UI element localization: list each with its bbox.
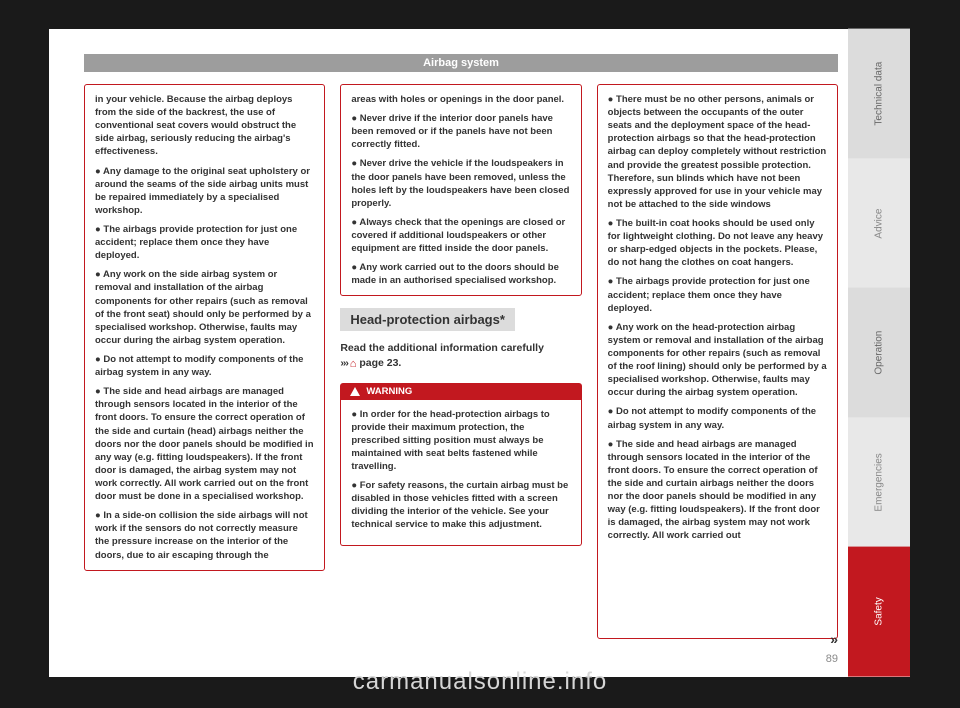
tab-advice[interactable]: Advice	[848, 159, 910, 289]
body-text: The side and head airbags are managed th…	[608, 438, 827, 543]
section-header-title: Airbag system	[423, 57, 499, 69]
column-1: in your vehicle. Because the airbag depl…	[84, 84, 325, 639]
body-text: Any work on the head-protection airbag s…	[608, 321, 827, 400]
body-text: Never drive the vehicle if the loudspeak…	[351, 157, 570, 209]
section-title-wrap: Head-protection airbags*	[340, 308, 581, 331]
body-text: In order for the head-protection airbags…	[351, 408, 570, 474]
side-tabs: Technical data Advice Operation Emergenc…	[848, 29, 910, 677]
warning-box-continued: in your vehicle. Because the airbag depl…	[84, 84, 325, 571]
continuation-symbol: »	[830, 631, 836, 647]
tab-label: Technical data	[874, 62, 885, 126]
tab-safety[interactable]: Safety	[848, 547, 910, 677]
crossref-page: page 23.	[359, 357, 401, 369]
body-text: Any damage to the original seat upholste…	[95, 165, 314, 217]
manual-page: Airbag system Technical data Advice Oper…	[49, 29, 910, 677]
warning-box-continued: areas with holes or openings in the door…	[340, 84, 581, 296]
body-text: Always check that the openings are close…	[351, 216, 570, 255]
tab-technical-data[interactable]: Technical data	[848, 29, 910, 159]
tab-label: Advice	[874, 208, 885, 238]
body-text: Do not attempt to modify components of t…	[608, 405, 827, 431]
body-text: In a side-on collision the side airbags …	[95, 509, 314, 561]
read-additional-line: Read the additional information carefull…	[340, 341, 581, 372]
body-text: Never drive if the interior door panels …	[351, 112, 570, 151]
body-text: The built-in coat hooks should be used o…	[608, 217, 827, 269]
read-text: Read the additional information carefull…	[340, 342, 544, 354]
body-text: areas with holes or openings in the door…	[351, 93, 570, 106]
body-text: Any work carried out to the doors should…	[351, 261, 570, 287]
column-3: There must be no other persons, animals …	[597, 84, 838, 639]
body-text: Do not attempt to modify components of t…	[95, 353, 314, 379]
tab-label: Operation	[874, 331, 885, 375]
tab-label: Emergencies	[874, 453, 885, 511]
body-text: The airbags provide protection for just …	[95, 223, 314, 262]
section-title: Head-protection airbags*	[340, 308, 515, 331]
body-text: The side and head airbags are managed th…	[95, 385, 314, 503]
tab-emergencies[interactable]: Emergencies	[848, 418, 910, 548]
warning-triangle-icon	[350, 387, 360, 396]
column-2: areas with holes or openings in the door…	[340, 84, 581, 639]
tab-label: Safety	[874, 598, 885, 626]
body-text: There must be no other persons, animals …	[608, 93, 827, 211]
warning-body: In order for the head-protection airbags…	[340, 400, 581, 547]
body-text: The airbags provide protection for just …	[608, 275, 827, 314]
body-text: For safety reasons, the curtain airbag m…	[351, 479, 570, 531]
book-icon: ⌂	[350, 357, 357, 372]
warning-box: WARNING In order for the head-protection…	[340, 383, 581, 547]
warning-box: There must be no other persons, animals …	[597, 84, 838, 639]
body-text: Any work on the side airbag system or re…	[95, 268, 314, 347]
crossref-arrows: ›››	[340, 357, 349, 369]
content-columns: in your vehicle. Because the airbag depl…	[84, 84, 838, 639]
tab-operation[interactable]: Operation	[848, 288, 910, 418]
warning-label: WARNING	[366, 386, 412, 397]
warning-header: WARNING	[340, 383, 581, 400]
page-number: 89	[826, 653, 838, 665]
body-text: in your vehicle. Because the airbag depl…	[95, 93, 314, 159]
section-header: Airbag system	[84, 54, 838, 72]
